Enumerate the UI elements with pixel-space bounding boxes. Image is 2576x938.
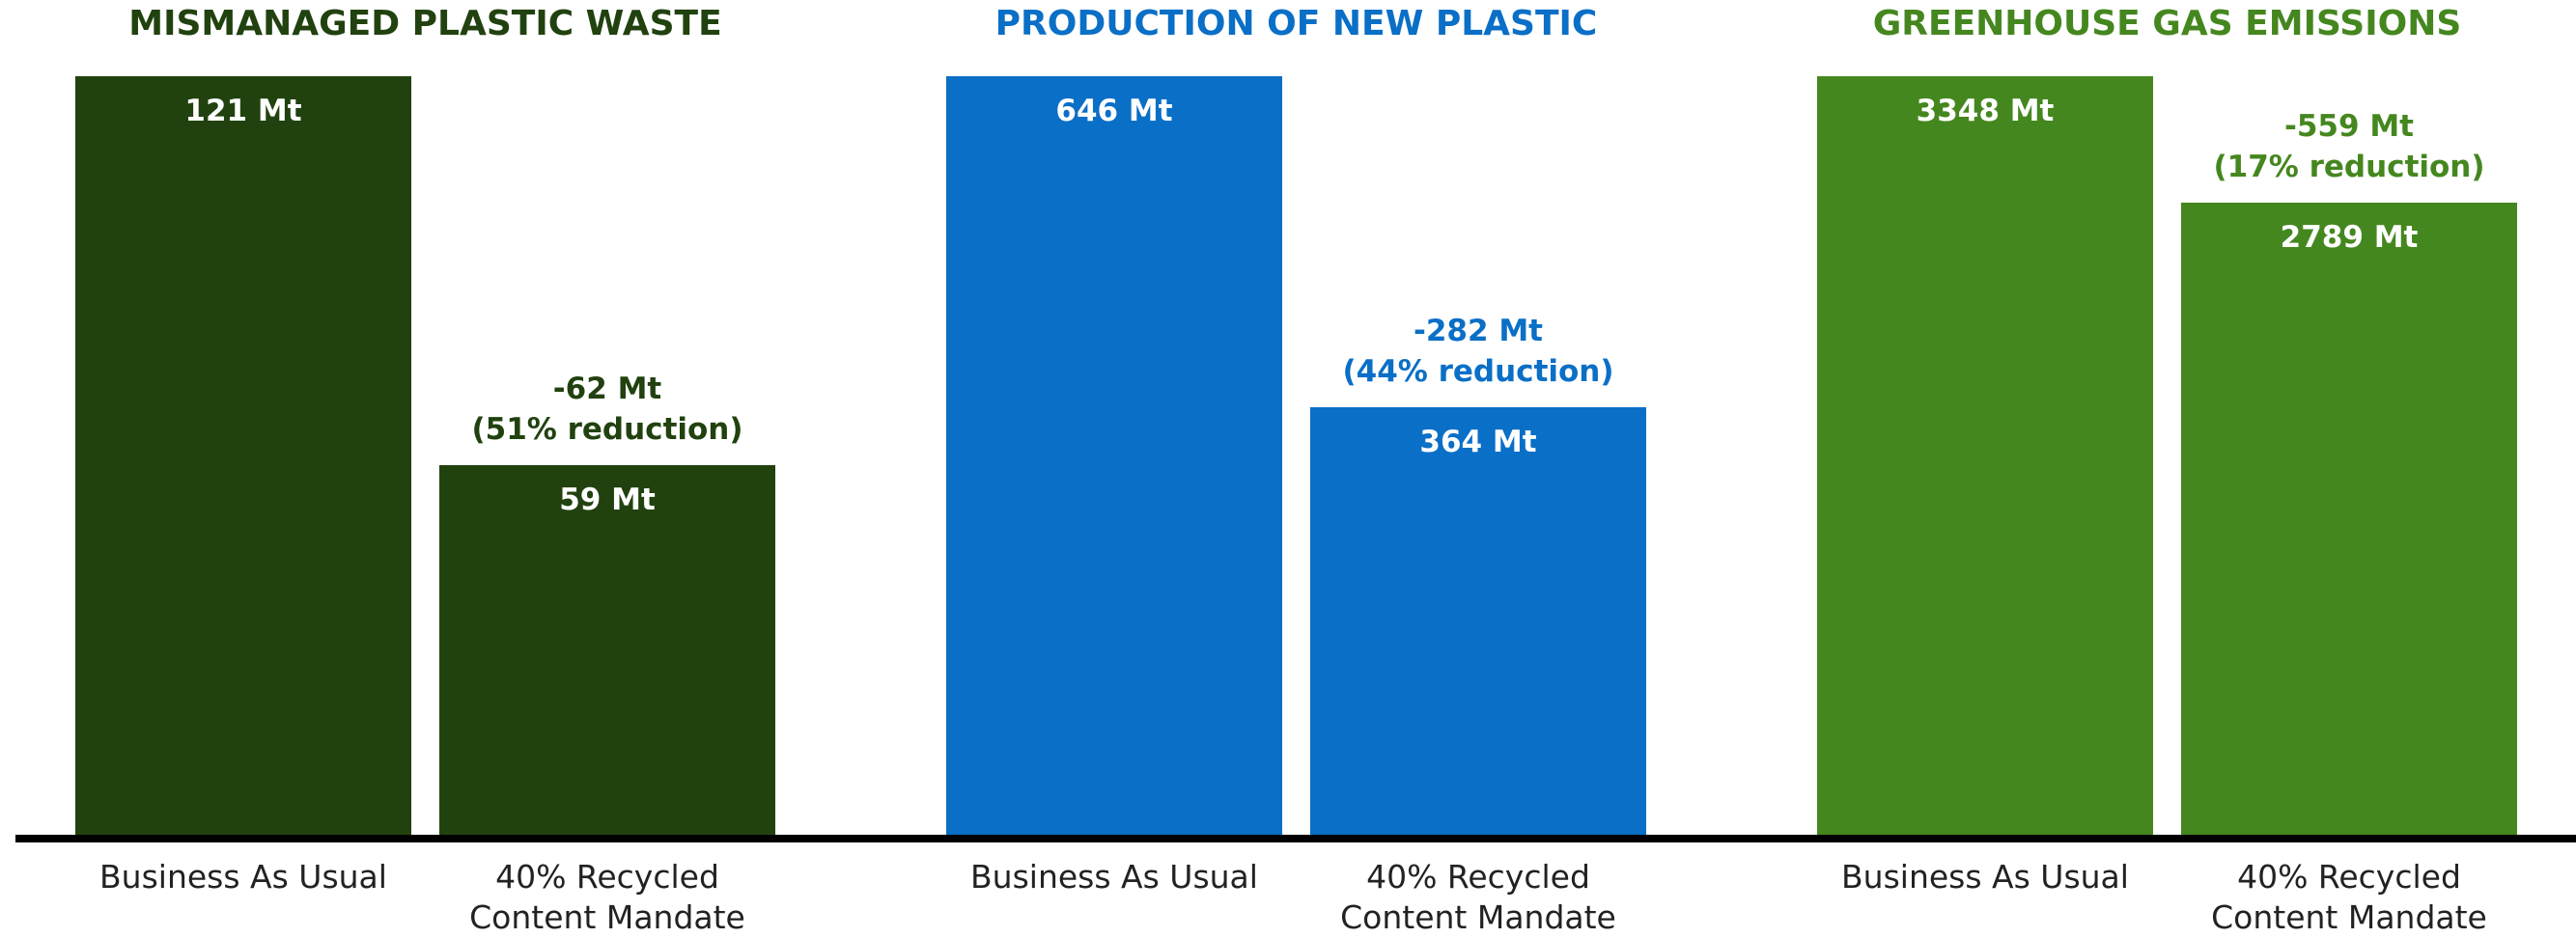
bar-value-label: 3348 Mt — [1916, 94, 2055, 128]
category-label-line: 40% Recycled — [495, 858, 719, 896]
bar-value-label: 646 Mt — [1055, 94, 1173, 128]
category-label: 40% Recycled Content Mandate — [410, 857, 804, 938]
change-annotation-line: -62 Mt — [552, 371, 662, 406]
panel-title: MISMANAGED PLASTIC WASTE — [128, 4, 722, 43]
bar — [2181, 203, 2517, 835]
category-label-line: Content Mandate — [2211, 898, 2487, 936]
x-axis-baseline — [15, 835, 2576, 842]
bar — [439, 464, 775, 835]
panel-title: GREENHOUSE GAS EMISSIONS — [1872, 4, 2462, 43]
bar — [1817, 76, 2153, 835]
change-annotation-line: -282 Mt — [1413, 314, 1544, 349]
bar-value-label: 2789 Mt — [2280, 220, 2419, 256]
category-label-line: Content Mandate — [469, 898, 745, 936]
change-annotation: -282 Mt (44% reduction) — [1272, 311, 1685, 392]
bar — [946, 76, 1282, 835]
category-label-line: 40% Recycled — [2237, 858, 2461, 896]
change-annotation-line: (17% reduction) — [2213, 150, 2485, 185]
change-annotation-line: -559 Mt — [2283, 109, 2415, 145]
change-annotation: -62 Mt (51% reduction) — [401, 369, 814, 450]
bar-value-label: 364 Mt — [1419, 425, 1537, 460]
category-label: Business As Usual — [917, 857, 1311, 897]
category-label-line: Business As Usual — [99, 858, 387, 896]
category-label-line: 40% Recycled — [1366, 858, 1590, 896]
change-annotation-line: (51% reduction) — [471, 411, 743, 447]
category-label-line: Business As Usual — [970, 858, 1258, 896]
bar — [1310, 407, 1646, 835]
category-label: 40% Recycled Content Mandate — [2152, 857, 2546, 938]
bar — [75, 76, 411, 835]
panel-title: PRODUCTION OF NEW PLASTIC — [994, 4, 1598, 43]
change-annotation: -559 Mt (17% reduction) — [2142, 106, 2556, 187]
category-label-line: Content Mandate — [1340, 898, 1616, 936]
category-label: Business As Usual — [46, 857, 440, 897]
bar-value-label: 59 Mt — [559, 482, 656, 517]
bar-value-label: 121 Mt — [184, 94, 302, 128]
category-label: 40% Recycled Content Mandate — [1281, 857, 1675, 938]
category-label-line: Business As Usual — [1841, 858, 2129, 896]
change-annotation-line: (44% reduction) — [1342, 354, 1614, 390]
category-label: Business As Usual — [1788, 857, 2182, 897]
